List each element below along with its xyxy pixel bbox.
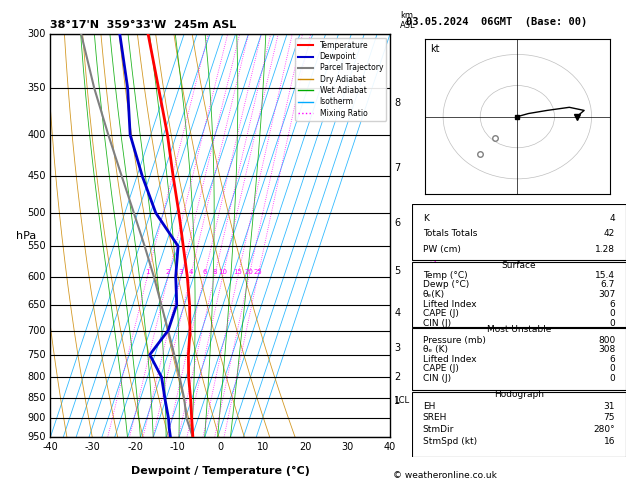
- Text: PW (cm): PW (cm): [423, 245, 460, 254]
- Text: 20: 20: [245, 269, 253, 275]
- Bar: [412, 262, 626, 327]
- Text: 4: 4: [188, 269, 192, 275]
- Text: -10: -10: [170, 442, 186, 451]
- Text: Dewpoint / Temperature (°C): Dewpoint / Temperature (°C): [131, 466, 309, 476]
- Text: 42: 42: [604, 229, 615, 238]
- Legend: Temperature, Dewpoint, Parcel Trajectory, Dry Adiabat, Wet Adiabat, Isotherm, Mi: Temperature, Dewpoint, Parcel Trajectory…: [295, 38, 386, 121]
- Text: 900: 900: [28, 414, 46, 423]
- Text: 8: 8: [212, 269, 217, 275]
- Text: Surface: Surface: [501, 261, 537, 270]
- Text: 6: 6: [202, 269, 206, 275]
- Text: Pressure (mb): Pressure (mb): [423, 336, 486, 345]
- Text: 500: 500: [28, 208, 46, 218]
- Text: 6.7: 6.7: [601, 280, 615, 290]
- Text: hPa: hPa: [16, 231, 36, 241]
- Text: 20: 20: [299, 442, 311, 451]
- Text: -40: -40: [42, 442, 58, 451]
- Text: 400: 400: [28, 130, 46, 139]
- Text: 3: 3: [179, 269, 183, 275]
- Text: 950: 950: [28, 433, 46, 442]
- Text: 307: 307: [598, 290, 615, 299]
- Text: 31: 31: [604, 402, 615, 411]
- Text: SREH: SREH: [423, 414, 447, 422]
- Text: 1.28: 1.28: [595, 245, 615, 254]
- Text: θₑ (K): θₑ (K): [423, 345, 448, 354]
- Text: 800: 800: [28, 372, 46, 382]
- Text: 5: 5: [394, 266, 401, 276]
- Text: CAPE (J): CAPE (J): [423, 309, 459, 318]
- Text: StmDir: StmDir: [423, 425, 454, 434]
- Text: 75: 75: [604, 414, 615, 422]
- Text: © weatheronline.co.uk: © weatheronline.co.uk: [393, 471, 497, 480]
- Text: 16: 16: [604, 437, 615, 446]
- Text: 6: 6: [610, 355, 615, 364]
- Text: 2: 2: [394, 372, 401, 382]
- Text: 8: 8: [394, 98, 400, 108]
- Text: CAPE (J): CAPE (J): [423, 364, 459, 373]
- Text: 6: 6: [394, 218, 400, 228]
- Text: 10: 10: [257, 442, 269, 451]
- Text: 40: 40: [384, 442, 396, 451]
- Text: StmSpd (kt): StmSpd (kt): [423, 437, 477, 446]
- Text: 4: 4: [394, 308, 400, 317]
- Text: 700: 700: [28, 326, 46, 335]
- Text: km
ASL: km ASL: [400, 11, 416, 30]
- Text: Dewp (°C): Dewp (°C): [423, 280, 469, 290]
- Text: 15.4: 15.4: [595, 271, 615, 280]
- Text: 25: 25: [253, 269, 262, 275]
- Bar: [412, 328, 626, 390]
- Text: 0: 0: [217, 442, 223, 451]
- Text: 600: 600: [28, 272, 46, 281]
- Text: 800: 800: [598, 336, 615, 345]
- Text: 0: 0: [610, 364, 615, 373]
- Bar: [412, 392, 626, 457]
- Text: Lifted Index: Lifted Index: [423, 355, 476, 364]
- Text: -30: -30: [85, 442, 101, 451]
- Text: 450: 450: [28, 171, 46, 181]
- Text: 15: 15: [233, 269, 242, 275]
- Text: 2: 2: [166, 269, 170, 275]
- Text: 4: 4: [610, 213, 615, 223]
- Text: 0: 0: [610, 309, 615, 318]
- Text: 650: 650: [28, 299, 46, 310]
- Text: 750: 750: [28, 349, 46, 360]
- Text: CIN (J): CIN (J): [423, 319, 451, 328]
- Text: 10: 10: [218, 269, 227, 275]
- Text: K: K: [423, 213, 428, 223]
- Bar: [412, 204, 626, 260]
- Text: LCL: LCL: [394, 396, 409, 405]
- Text: Lifted Index: Lifted Index: [423, 300, 476, 309]
- Text: Mixing Ratio (g/kg): Mixing Ratio (g/kg): [430, 216, 438, 295]
- Text: Most Unstable: Most Unstable: [487, 326, 551, 334]
- Text: 308: 308: [598, 345, 615, 354]
- Text: -20: -20: [127, 442, 143, 451]
- Text: EH: EH: [423, 402, 435, 411]
- Text: 280°: 280°: [594, 425, 615, 434]
- Text: 6: 6: [610, 300, 615, 309]
- Text: 1: 1: [145, 269, 150, 275]
- Text: 7: 7: [394, 163, 401, 173]
- Text: 1: 1: [394, 396, 400, 405]
- Text: Temp (°C): Temp (°C): [423, 271, 467, 280]
- Text: 3: 3: [394, 343, 400, 353]
- Text: Hodograph: Hodograph: [494, 390, 544, 399]
- Text: 300: 300: [28, 29, 46, 39]
- Text: 550: 550: [28, 241, 46, 251]
- Text: 30: 30: [342, 442, 353, 451]
- Text: 0: 0: [610, 374, 615, 383]
- Text: kt: kt: [430, 44, 440, 53]
- Text: 0: 0: [610, 319, 615, 328]
- Text: 350: 350: [28, 83, 46, 93]
- Text: 850: 850: [28, 394, 46, 403]
- Text: θₑ(K): θₑ(K): [423, 290, 445, 299]
- Text: 38°17'N  359°33'W  245m ASL: 38°17'N 359°33'W 245m ASL: [50, 20, 237, 31]
- Text: CIN (J): CIN (J): [423, 374, 451, 383]
- Text: 03.05.2024  06GMT  (Base: 00): 03.05.2024 06GMT (Base: 00): [406, 17, 587, 27]
- Text: Totals Totals: Totals Totals: [423, 229, 477, 238]
